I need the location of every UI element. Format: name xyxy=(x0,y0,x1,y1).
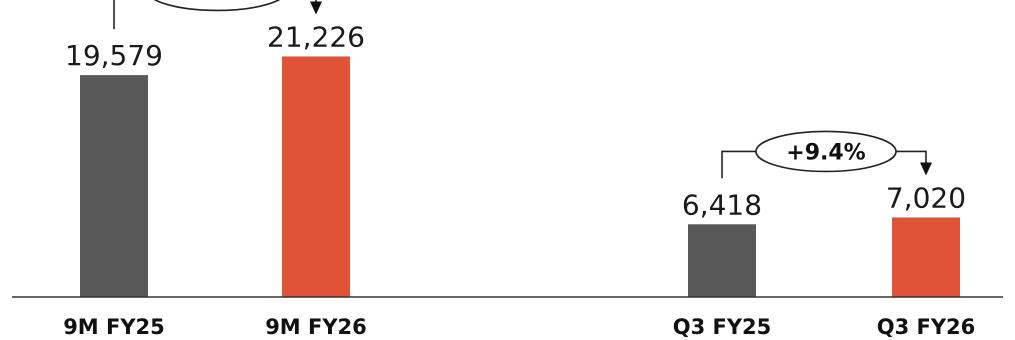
value-label: 6,418 xyxy=(682,188,762,221)
category-label: Q3 FY26 xyxy=(877,315,976,339)
growth-oval xyxy=(153,0,281,12)
bracket-line xyxy=(113,0,317,30)
growth-brackets: +8.4% +9.4% xyxy=(113,0,932,179)
bar-9m-fy26 xyxy=(282,56,350,298)
arrow-down-icon xyxy=(310,1,322,15)
value-label: 21,226 xyxy=(267,20,365,53)
bar-9m-fy25 xyxy=(80,75,148,297)
growth-bracket: +8.4% xyxy=(113,0,322,30)
growth-label: +8.4% xyxy=(177,0,256,4)
arrow-down-icon xyxy=(920,162,932,176)
category-label: 9M FY25 xyxy=(63,315,165,339)
bar-q3-fy25 xyxy=(688,224,756,297)
growth-label: +9.4% xyxy=(786,140,865,165)
value-label: 7,020 xyxy=(886,181,966,214)
bar-q3-fy26 xyxy=(892,217,960,297)
category-label: Q3 FY25 xyxy=(673,315,772,339)
bars xyxy=(80,56,960,298)
category-label: 9M FY26 xyxy=(265,315,367,339)
value-labels: 19,579 21,226 6,418 7,020 xyxy=(65,20,966,221)
value-label: 19,579 xyxy=(65,39,163,72)
growth-oval xyxy=(755,130,897,173)
category-labels: 9M FY25 9M FY26 Q3 FY25 Q3 FY26 xyxy=(63,315,975,339)
growth-bracket: +9.4% xyxy=(721,130,932,179)
